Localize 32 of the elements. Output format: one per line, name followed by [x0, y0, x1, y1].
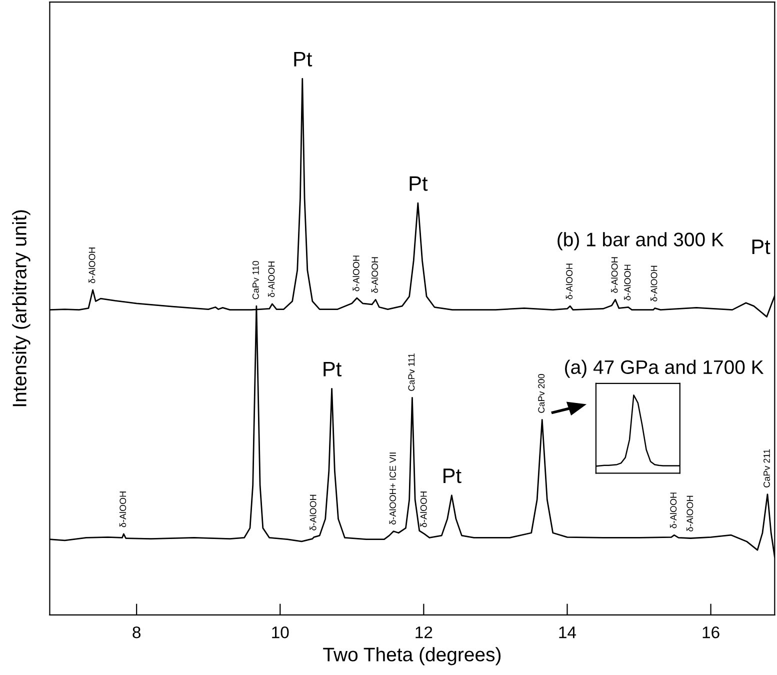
annotation: Pt	[444, 468, 462, 484]
annotation: δ-AlOOH+ ICE VII	[389, 452, 396, 524]
annotation: δ-AlOOH	[371, 257, 378, 293]
annotation: δ-AlOOH	[566, 264, 573, 300]
annotation: CaPv 111	[408, 353, 415, 391]
x-tick-label: 8	[132, 626, 140, 638]
annotation: δ-AlOOH	[352, 256, 360, 292]
x-tick-label: 10	[272, 626, 289, 638]
annotation: Pt	[324, 362, 342, 376]
annotation: CaPv 110	[252, 261, 259, 300]
annotation: δ-AlOOH	[268, 262, 275, 298]
text: (b) 1 bar and 300 K	[558, 232, 724, 250]
annotation: δ-AlOOH	[88, 248, 96, 284]
annotation: CaPv 200	[538, 374, 545, 413]
text: (a) 47 GPa and 1700 K	[565, 360, 764, 378]
annotation: δ-AlOOH	[611, 257, 618, 293]
annotation: Pt	[752, 240, 770, 254]
annotation: Pt	[410, 176, 428, 191]
annotation: δ-AlOOH	[420, 492, 427, 528]
annotation: δ-AlOOH	[650, 266, 658, 302]
annotation: δ-AlOOH	[624, 264, 631, 300]
x-tick-label: 14	[559, 626, 576, 638]
x-axis-title: Two Theta (degrees)	[323, 647, 501, 666]
y-axis-title: Intensity (arbitrary unit)	[12, 210, 30, 406]
x-tick-label: 16	[702, 626, 720, 638]
annotation: δ-AlOOH	[310, 494, 316, 530]
annotation: CaPv 211	[764, 449, 770, 488]
annotation: δ-AlOOH	[686, 496, 694, 532]
x-tick-label: 12	[416, 626, 432, 638]
annotation: δ-AlOOH	[670, 492, 677, 528]
annotation: Pt	[294, 52, 312, 66]
annotation: δ-AlOOH	[119, 492, 126, 528]
